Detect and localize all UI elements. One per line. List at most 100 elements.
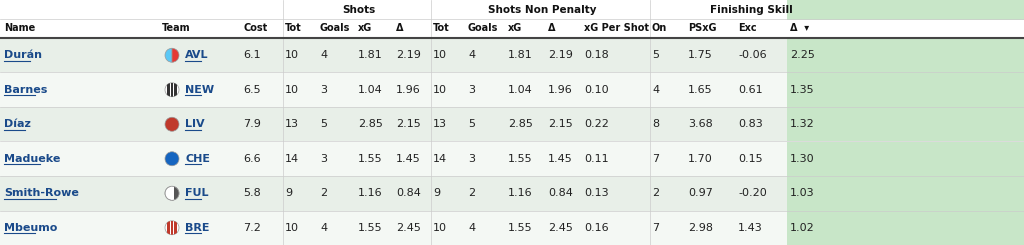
Text: 3: 3 <box>319 85 327 95</box>
Text: NEW: NEW <box>185 85 214 95</box>
Text: 8: 8 <box>652 119 659 129</box>
Text: 14: 14 <box>285 154 299 164</box>
Bar <box>787 176 1024 210</box>
Text: 2: 2 <box>319 188 327 198</box>
Text: FUL: FUL <box>185 188 209 198</box>
Text: 1.35: 1.35 <box>790 85 815 95</box>
Bar <box>0 0 1024 38</box>
Text: 2: 2 <box>468 188 475 198</box>
Bar <box>0 107 1024 142</box>
Text: Name: Name <box>4 23 35 33</box>
Text: 0.13: 0.13 <box>584 188 608 198</box>
Text: 1.65: 1.65 <box>688 85 713 95</box>
Text: 13: 13 <box>433 119 447 129</box>
Text: 2.19: 2.19 <box>396 50 421 60</box>
Text: -0.20: -0.20 <box>738 188 767 198</box>
Text: 1.04: 1.04 <box>358 85 383 95</box>
Bar <box>174 83 177 97</box>
Text: 9: 9 <box>285 188 292 198</box>
Text: 2.15: 2.15 <box>396 119 421 129</box>
Text: 10: 10 <box>285 50 299 60</box>
Text: Tot: Tot <box>433 23 450 33</box>
Circle shape <box>165 221 179 235</box>
Text: 6.1: 6.1 <box>243 50 261 60</box>
Bar <box>167 221 170 235</box>
Text: Finishing Skill: Finishing Skill <box>710 5 793 15</box>
Text: 1.04: 1.04 <box>508 85 532 95</box>
Text: 1.55: 1.55 <box>508 154 532 164</box>
Text: 10: 10 <box>433 223 447 233</box>
Text: 0.15: 0.15 <box>738 154 763 164</box>
Text: 6.6: 6.6 <box>243 154 261 164</box>
Text: Mbeumo: Mbeumo <box>4 223 57 233</box>
Bar <box>171 186 173 200</box>
Text: AVL: AVL <box>185 50 209 60</box>
Wedge shape <box>172 48 179 62</box>
Text: 2.45: 2.45 <box>396 223 421 233</box>
Bar <box>787 38 1024 73</box>
Text: 0.61: 0.61 <box>738 85 763 95</box>
Text: 1.32: 1.32 <box>790 119 815 129</box>
Text: 1.81: 1.81 <box>358 50 383 60</box>
Text: 2.85: 2.85 <box>358 119 383 129</box>
Text: 5: 5 <box>468 119 475 129</box>
Text: 2.45: 2.45 <box>548 223 572 233</box>
Text: 7: 7 <box>652 154 659 164</box>
Text: 3: 3 <box>468 154 475 164</box>
Text: 1.70: 1.70 <box>688 154 713 164</box>
Text: Díaz: Díaz <box>4 119 31 129</box>
Text: CHE: CHE <box>185 154 210 164</box>
Text: Goals: Goals <box>468 23 499 33</box>
Bar <box>787 107 1024 142</box>
Bar <box>787 0 1024 20</box>
Text: Δ: Δ <box>548 23 555 33</box>
Wedge shape <box>165 48 172 62</box>
Text: Δ: Δ <box>396 23 403 33</box>
Text: 1.02: 1.02 <box>790 223 815 233</box>
Text: 13: 13 <box>285 119 299 129</box>
Bar <box>787 210 1024 245</box>
Text: 1.45: 1.45 <box>548 154 572 164</box>
Text: 1.55: 1.55 <box>358 223 383 233</box>
Text: 5: 5 <box>319 119 327 129</box>
Bar <box>0 210 1024 245</box>
Text: 10: 10 <box>433 85 447 95</box>
Text: 1.45: 1.45 <box>396 154 421 164</box>
Bar <box>0 176 1024 210</box>
Text: 9: 9 <box>433 188 440 198</box>
Text: 4: 4 <box>319 50 327 60</box>
Text: LIV: LIV <box>185 119 205 129</box>
Text: 1.96: 1.96 <box>548 85 572 95</box>
Text: 5.8: 5.8 <box>243 188 261 198</box>
Text: 4: 4 <box>468 223 475 233</box>
Text: 7: 7 <box>652 223 659 233</box>
Text: 1.43: 1.43 <box>738 223 763 233</box>
Text: 0.11: 0.11 <box>584 154 608 164</box>
Bar <box>0 73 1024 107</box>
Text: 0.83: 0.83 <box>738 119 763 129</box>
Text: 2.25: 2.25 <box>790 50 815 60</box>
Text: Goals: Goals <box>319 23 350 33</box>
Circle shape <box>165 83 179 97</box>
Text: 1.03: 1.03 <box>790 188 815 198</box>
Text: 1.55: 1.55 <box>508 223 532 233</box>
Bar <box>787 73 1024 107</box>
Text: 2: 2 <box>652 188 659 198</box>
Text: 10: 10 <box>285 85 299 95</box>
Text: 1.55: 1.55 <box>358 154 383 164</box>
Bar <box>0 38 1024 73</box>
Text: 2.19: 2.19 <box>548 50 572 60</box>
Text: 1.75: 1.75 <box>688 50 713 60</box>
Text: 2.15: 2.15 <box>548 119 572 129</box>
Bar <box>174 221 177 235</box>
Circle shape <box>165 186 179 200</box>
Text: Shots: Shots <box>342 5 375 15</box>
Bar <box>787 142 1024 176</box>
Text: 3: 3 <box>468 85 475 95</box>
Text: Shots Non Penalty: Shots Non Penalty <box>487 5 596 15</box>
Text: 0.16: 0.16 <box>584 223 608 233</box>
Text: Tot: Tot <box>285 23 302 33</box>
Text: 3.68: 3.68 <box>688 119 713 129</box>
Text: PSxG: PSxG <box>688 23 717 33</box>
Text: xG: xG <box>508 23 522 33</box>
